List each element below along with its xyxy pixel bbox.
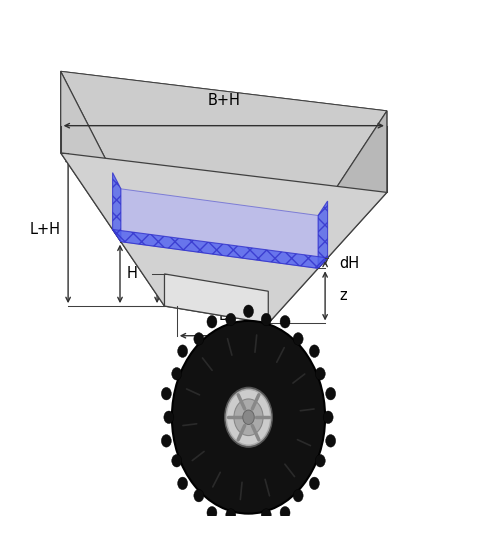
Ellipse shape (225, 387, 272, 447)
Ellipse shape (244, 517, 253, 529)
Ellipse shape (310, 477, 320, 490)
Ellipse shape (172, 321, 325, 514)
Ellipse shape (326, 435, 335, 447)
Polygon shape (268, 111, 387, 323)
Polygon shape (61, 72, 165, 306)
Ellipse shape (164, 411, 174, 423)
Ellipse shape (172, 455, 182, 467)
Polygon shape (61, 153, 387, 323)
Polygon shape (113, 230, 328, 268)
Text: L+H: L+H (30, 222, 61, 237)
Ellipse shape (323, 411, 333, 423)
Ellipse shape (315, 455, 325, 467)
Ellipse shape (293, 490, 303, 502)
Text: B: B (219, 308, 229, 323)
Text: B+H: B+H (207, 94, 240, 108)
Ellipse shape (293, 332, 303, 345)
Ellipse shape (243, 410, 254, 424)
Ellipse shape (280, 506, 290, 519)
Ellipse shape (315, 367, 325, 380)
Ellipse shape (162, 435, 171, 447)
Polygon shape (165, 274, 268, 323)
Ellipse shape (226, 509, 236, 521)
Polygon shape (61, 72, 387, 193)
Polygon shape (121, 189, 318, 268)
Ellipse shape (234, 399, 263, 436)
Ellipse shape (226, 390, 271, 445)
Ellipse shape (162, 387, 171, 400)
Ellipse shape (310, 345, 320, 357)
Text: z: z (339, 288, 346, 303)
Ellipse shape (177, 345, 187, 357)
Text: L: L (169, 285, 177, 300)
Ellipse shape (226, 313, 236, 326)
Polygon shape (113, 173, 121, 242)
Ellipse shape (172, 367, 182, 380)
Ellipse shape (261, 313, 271, 326)
Ellipse shape (280, 315, 290, 328)
Ellipse shape (207, 506, 217, 519)
Polygon shape (61, 72, 387, 291)
Ellipse shape (194, 490, 204, 502)
Text: dH: dH (339, 256, 359, 271)
Ellipse shape (326, 387, 335, 400)
Polygon shape (318, 201, 328, 268)
Ellipse shape (261, 509, 271, 521)
Text: H: H (127, 266, 138, 281)
Ellipse shape (194, 332, 204, 345)
Ellipse shape (177, 477, 187, 490)
Ellipse shape (244, 305, 253, 317)
Ellipse shape (207, 315, 217, 328)
